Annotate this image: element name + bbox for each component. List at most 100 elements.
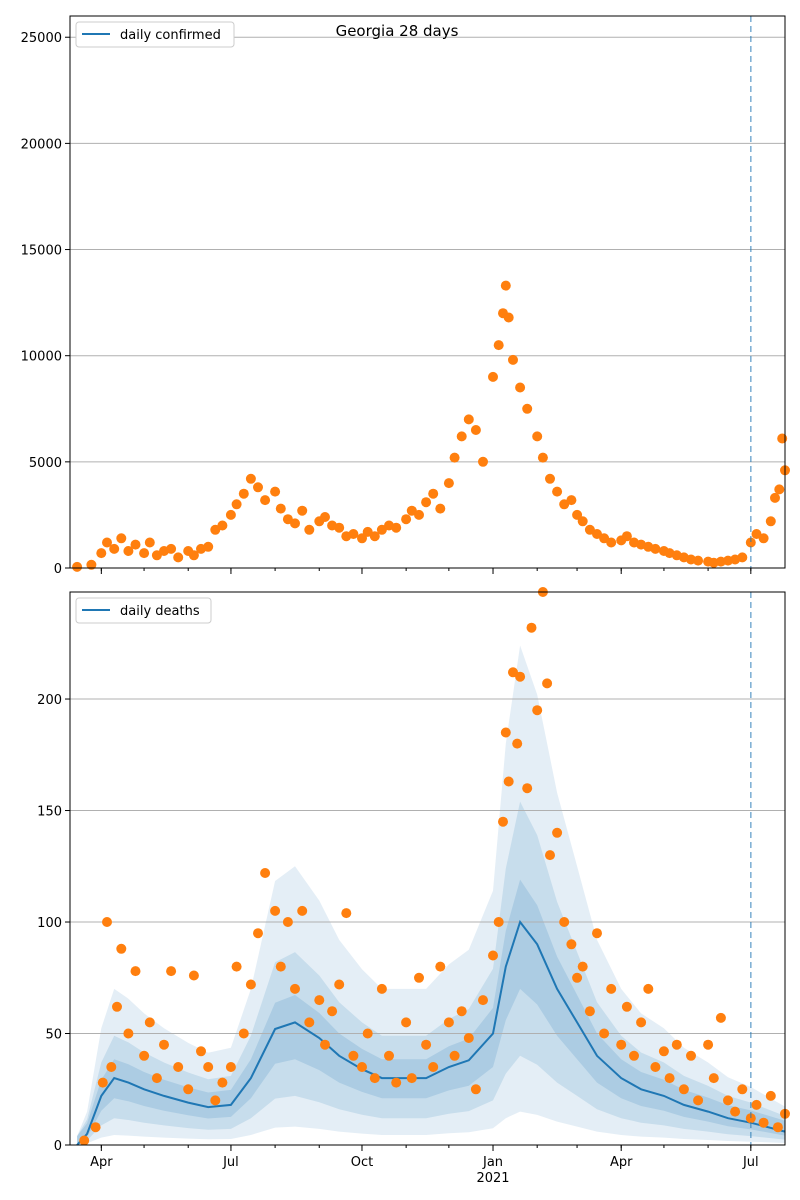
data-point-29	[290, 518, 300, 529]
data-point-31	[304, 524, 315, 535]
data-point-73	[566, 939, 577, 950]
data-point-81	[621, 1001, 632, 1012]
uncertainty-band-0	[77, 645, 786, 1145]
data-point-22	[231, 961, 242, 972]
data-point-53	[463, 414, 474, 425]
data-point-65	[522, 783, 533, 794]
data-point-38	[348, 1050, 359, 1061]
confirmed-y-ticks: 0 5000 10000 15000 20000 25000	[21, 31, 70, 577]
data-point-77	[592, 928, 602, 939]
data-point-50	[435, 961, 446, 972]
data-point-1	[86, 559, 97, 570]
deaths-bands	[77, 645, 786, 1145]
data-point-2	[96, 548, 107, 559]
data-point-31	[297, 905, 308, 916]
y-tick-label-100: 100	[37, 916, 62, 931]
data-point-70	[545, 850, 555, 861]
data-point-6	[123, 546, 134, 556]
data-point-97	[765, 516, 776, 527]
x-tick-label-5: Jul	[742, 1155, 759, 1170]
data-point-24	[245, 979, 256, 990]
data-point-87	[664, 1073, 675, 1084]
data-point-28	[275, 961, 286, 972]
data-point-57	[488, 950, 498, 961]
x-tick-label-3: Jan	[482, 1155, 503, 1170]
data-point-79	[606, 983, 617, 994]
data-point-13	[173, 552, 184, 563]
data-point-14	[173, 1062, 184, 1072]
data-point-51	[449, 452, 460, 463]
data-point-53	[456, 1006, 467, 1017]
data-point-7	[123, 1028, 134, 1039]
data-point-16	[188, 970, 199, 981]
data-point-96	[758, 533, 769, 544]
data-point-60	[503, 312, 514, 323]
data-point-81	[650, 543, 661, 554]
data-point-55	[478, 456, 488, 467]
data-point-9	[139, 1050, 150, 1061]
data-point-39	[357, 1062, 367, 1072]
x-tick-label-1: Jul	[222, 1155, 239, 1170]
deaths-axes-frame	[69, 591, 786, 1146]
data-point-19	[210, 1095, 221, 1106]
data-point-44	[391, 1077, 402, 1088]
deaths-x-ticks: Apr Jul Oct Jan Apr Jul 2021	[90, 1145, 759, 1186]
data-point-30	[297, 505, 308, 516]
deaths-y-ticks: 0 50 100 150 200	[37, 693, 70, 1154]
data-point-50	[443, 478, 454, 489]
data-point-47	[421, 497, 432, 508]
data-point-30	[290, 983, 300, 994]
data-point-37	[348, 529, 359, 539]
data-point-3	[102, 917, 112, 927]
data-point-63	[522, 403, 533, 414]
data-point-8	[130, 966, 141, 977]
deaths-points	[79, 587, 790, 1146]
y-tick-label-15000: 15000	[21, 244, 62, 259]
data-point-65	[537, 452, 548, 463]
data-point-95	[723, 1095, 733, 1106]
data-point-61	[508, 354, 518, 365]
data-point-11	[151, 1073, 162, 1084]
data-point-21	[225, 1062, 236, 1072]
data-point-19	[217, 520, 228, 531]
y-tick-label-200: 200	[37, 693, 62, 708]
confirmed-legend-label: daily confirmed	[120, 28, 221, 43]
data-point-8	[139, 548, 150, 559]
data-point-15	[188, 550, 199, 561]
data-point-49	[435, 503, 446, 514]
data-point-15	[183, 1084, 194, 1095]
data-point-71	[577, 516, 588, 527]
data-point-32	[304, 1017, 315, 1028]
data-point-101	[765, 1090, 776, 1101]
data-point-77	[621, 531, 632, 542]
data-point-41	[369, 1073, 380, 1084]
data-point-9	[144, 537, 155, 548]
data-point-84	[643, 983, 654, 994]
confirmed-points	[72, 280, 790, 572]
data-point-47	[414, 972, 424, 983]
data-point-18	[203, 1062, 214, 1072]
data-point-74	[572, 972, 583, 983]
data-point-75	[606, 537, 617, 548]
data-point-69	[542, 678, 553, 689]
data-point-54	[470, 425, 481, 435]
confirmed-chart: 0 5000 10000 15000 20000 25000 Georgia 28 day…	[21, 15, 790, 577]
data-point-43	[391, 522, 402, 533]
data-point-66	[526, 622, 537, 633]
uncertainty-band-1	[77, 801, 786, 1145]
data-point-85	[650, 1062, 661, 1072]
data-point-97	[737, 1084, 748, 1095]
data-point-71	[552, 827, 563, 838]
y-tick-label-0: 0	[54, 562, 62, 577]
data-point-20	[217, 1077, 228, 1088]
data-point-13	[166, 966, 177, 977]
y-tick-label-5000: 5000	[29, 456, 62, 471]
data-point-75	[577, 961, 588, 972]
data-point-6	[116, 943, 127, 954]
data-point-40	[362, 1028, 373, 1039]
data-point-4	[109, 543, 120, 554]
data-point-38	[357, 533, 367, 544]
data-point-64	[515, 671, 526, 682]
data-point-58	[493, 917, 504, 927]
data-point-24	[253, 482, 263, 493]
